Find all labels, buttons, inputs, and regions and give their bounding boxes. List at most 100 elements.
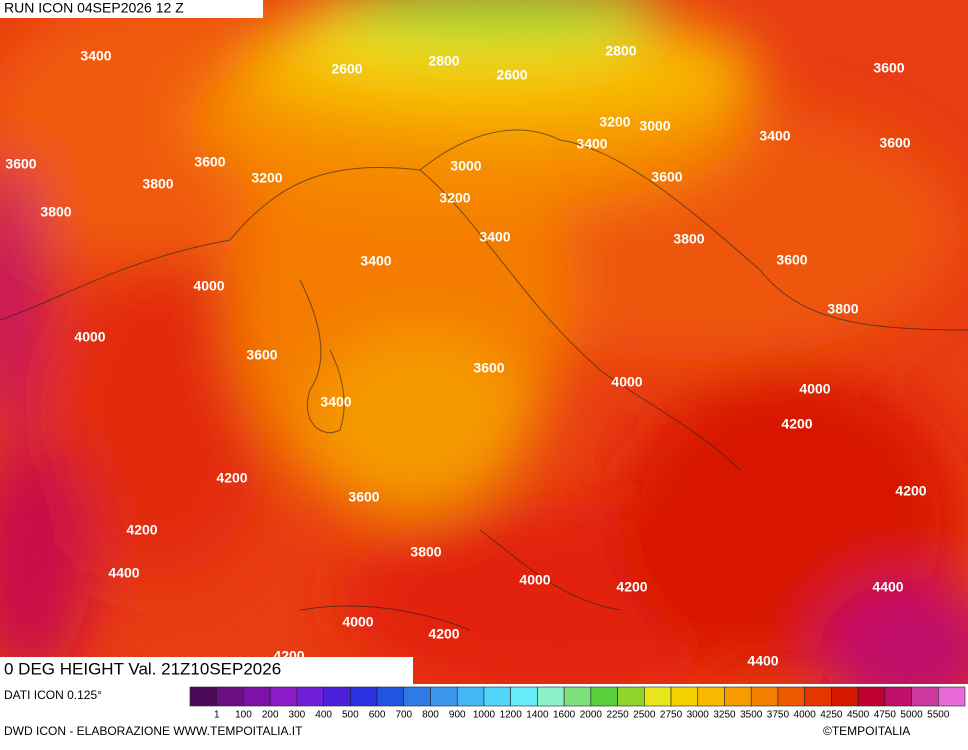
colorbar-swatch	[857, 686, 886, 707]
colorbar-swatch	[510, 686, 538, 707]
colorbar-swatch	[376, 686, 405, 707]
colorbar-swatch	[804, 686, 832, 707]
colorbar-swatch	[831, 686, 859, 707]
colorbar-swatch	[563, 686, 592, 707]
run-label: RUN ICON 04SEP2026 12 Z	[4, 0, 184, 16]
colorbar-swatch	[911, 686, 939, 707]
colorbar-label: 3250	[713, 710, 736, 721]
contour-label: 3600	[246, 347, 277, 363]
contour-label: 3400	[320, 394, 351, 410]
contour-label: 4200	[273, 648, 304, 664]
colorbar-label: 3000	[687, 710, 710, 721]
colorbar-label: 3500	[740, 710, 763, 721]
field-label: 0 DEG HEIGHT Val. 21Z10SEP2026	[4, 659, 281, 678]
contour-label: 4200	[216, 470, 247, 486]
footer-box	[0, 657, 413, 684]
colorbar-label: 1	[214, 710, 220, 721]
contour-label: 3400	[576, 136, 607, 152]
contour-label: 3600	[776, 252, 807, 268]
colorbar-label: 4500	[847, 710, 870, 721]
contour-label: 4000	[799, 381, 830, 397]
contour-label: 4200	[781, 416, 812, 432]
contour-label: 4200	[126, 522, 157, 538]
colorbar-swatch	[937, 686, 966, 707]
colorbar-swatch	[750, 686, 779, 707]
colorbar-label: 700	[395, 710, 412, 721]
colorbar-label: 800	[422, 710, 439, 721]
map	[0, 0, 968, 684]
colorbar-swatch	[617, 686, 645, 707]
colorbar-label: 1000	[473, 710, 496, 721]
contour-label: 2600	[496, 67, 527, 83]
contour-label: 3200	[439, 190, 470, 206]
contour-label: 4000	[74, 329, 105, 345]
colorbar-swatch	[216, 686, 244, 707]
contour-label: 3800	[410, 544, 441, 560]
colorbar-swatch	[430, 686, 458, 707]
colorbar-label: 500	[342, 710, 359, 721]
colorbar-label: 300	[289, 710, 306, 721]
colorbar-swatch	[644, 686, 672, 707]
contour-label: 4400	[108, 565, 139, 581]
credit-label: DWD ICON - ELABORAZIONE WWW.TEMPOITALIA.…	[4, 724, 303, 738]
contour-label: 4000	[519, 572, 550, 588]
contour-label: 3600	[348, 489, 379, 505]
contour-label: 4200	[895, 483, 926, 499]
contour-label: 3600	[873, 60, 904, 76]
contour-label: 4400	[747, 653, 778, 669]
contour-label: 3400	[759, 128, 790, 144]
colorbar-swatch	[350, 686, 378, 707]
colorbar-swatch	[403, 686, 431, 707]
colorbar-label: 2000	[580, 710, 603, 721]
colorbar-label: 600	[369, 710, 386, 721]
colorbar-swatch	[456, 686, 485, 707]
contour-label: 3600	[651, 169, 682, 185]
contour-label: 3800	[40, 204, 71, 220]
colorbar-label: 2500	[633, 710, 656, 721]
contour-label: 4000	[342, 614, 373, 630]
contour-label: 4200	[616, 579, 647, 595]
colorbar-swatch	[670, 686, 699, 707]
colorbar-swatch	[323, 686, 351, 707]
contour-label: 4000	[611, 374, 642, 390]
colorbar-label: 200	[262, 710, 279, 721]
contour-label: 2600	[331, 61, 362, 77]
colorbar-label: 4750	[874, 710, 897, 721]
colorbar-swatch	[243, 686, 271, 707]
contour-label: 2800	[428, 53, 459, 69]
contour-label: 4200	[428, 626, 459, 642]
colorbar-label: 1200	[500, 710, 523, 721]
source-label: DATI ICON 0.125°	[4, 688, 102, 702]
header-box	[0, 0, 263, 18]
colorbar: 1 100 200 300 400 500 600 700 800 900 1000 1200 1400…	[189, 686, 966, 721]
colorbar-label: 5000	[900, 710, 923, 721]
contour-label: 3400	[360, 253, 391, 269]
colorbar-label: 400	[315, 710, 332, 721]
colorbar-swatch	[483, 686, 511, 707]
colorbar-label: 900	[449, 710, 466, 721]
colorbar-label: 100	[235, 710, 252, 721]
contour-label: 4400	[872, 579, 903, 595]
colorbar-swatch	[777, 686, 805, 707]
contour-label: 3600	[5, 156, 36, 172]
colorbar-swatch	[189, 686, 218, 707]
contour-label: 3800	[827, 301, 858, 317]
contour-label: 3400	[80, 48, 111, 64]
colorbar-swatch	[269, 686, 298, 707]
colorbar-label: 2750	[660, 710, 683, 721]
colorbar-swatch	[724, 686, 752, 707]
contour-label: 3600	[473, 360, 504, 376]
contour-label: 3800	[673, 231, 704, 247]
contour-label: 3400	[479, 229, 510, 245]
colorbar-label: 4250	[820, 710, 843, 721]
colorbar-swatch	[884, 686, 912, 707]
contour-label: 2800	[605, 43, 636, 59]
contour-label: 3600	[879, 135, 910, 151]
colorbar-swatch	[537, 686, 565, 707]
contour-label: 3000	[639, 118, 670, 134]
colorbar-label: 1600	[553, 710, 576, 721]
colorbar-label: 1400	[526, 710, 549, 721]
copyright-label: ©TEMPOITALIA	[823, 724, 910, 738]
contour-label: 3200	[251, 170, 282, 186]
